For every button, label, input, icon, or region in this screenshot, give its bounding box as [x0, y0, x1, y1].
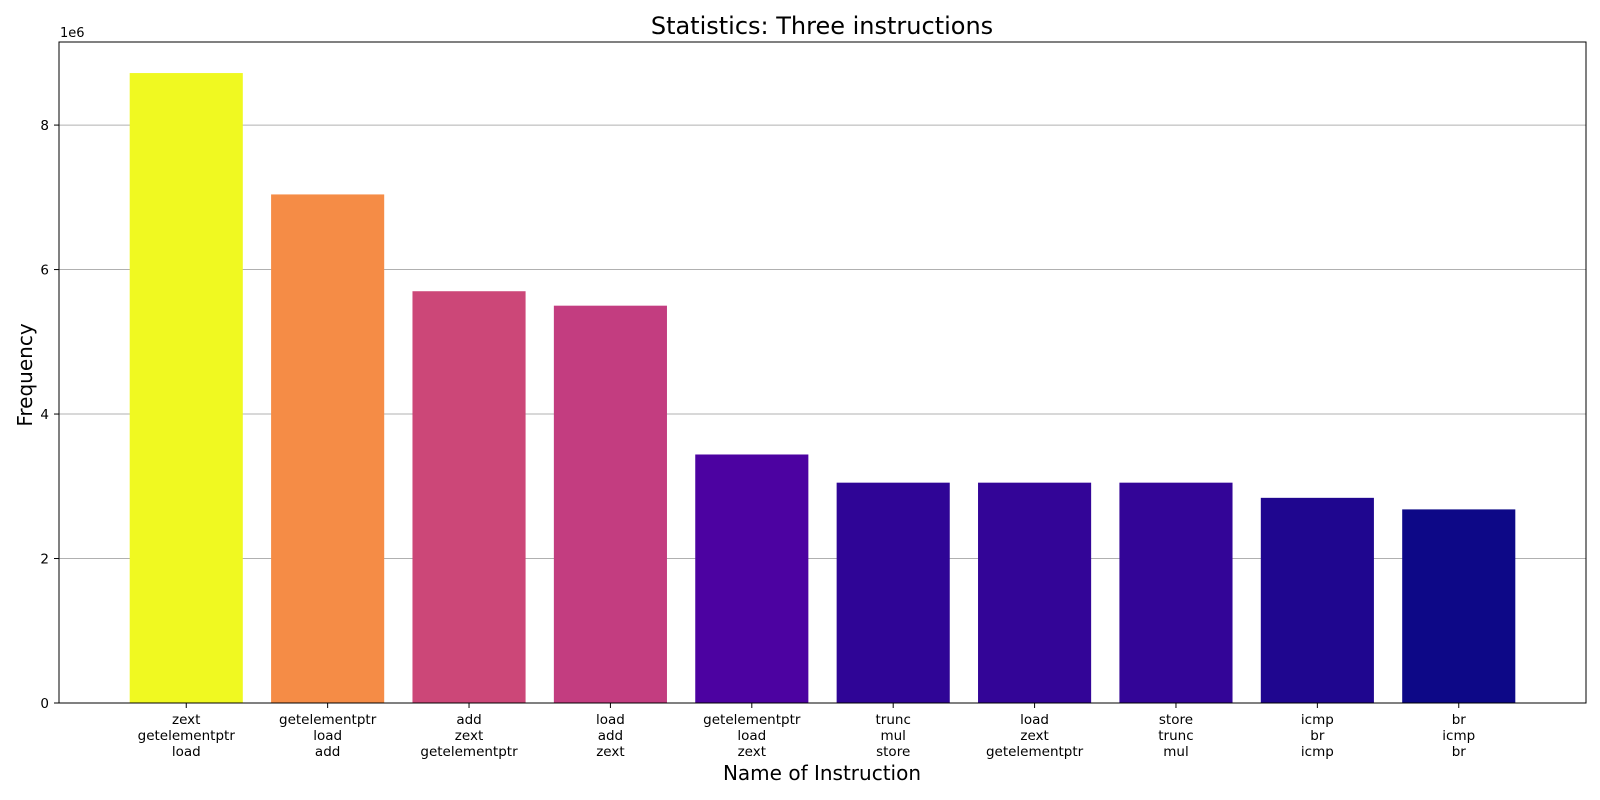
x-tick-label-line: add: [315, 744, 340, 760]
x-tick-label-line: zext: [455, 728, 483, 744]
x-tick-label-line: mul: [1163, 744, 1188, 760]
x-tick-label-line: getelementptr: [138, 728, 236, 744]
x-tick-label-line: getelementptr: [279, 712, 377, 728]
x-tick-label: load add zext: [596, 712, 625, 760]
bar: [695, 454, 809, 703]
x-tick-label-line: load: [596, 712, 625, 728]
x-tick-label-line: br: [1452, 712, 1467, 728]
y-tick-label: 4: [40, 407, 49, 423]
bar: [129, 73, 243, 704]
bar: [271, 194, 385, 704]
x-tick-label: br icmp br: [1442, 712, 1475, 760]
y-tick-label: 6: [40, 263, 49, 279]
x-tick-label: load zext getelementptr: [986, 712, 1084, 760]
x-tick-label-line: store: [1159, 712, 1193, 728]
x-tick-label-line: icmp: [1301, 712, 1334, 728]
bar: [1119, 482, 1233, 703]
bar: [553, 305, 667, 703]
x-tick-label-line: add: [598, 728, 623, 744]
x-tick-label-line: load: [737, 728, 766, 744]
x-tick-label-line: getelementptr: [420, 744, 518, 760]
y-tick-label: 2: [40, 552, 49, 568]
x-tick-label: zext getelementptr load: [138, 712, 236, 760]
bar: [978, 482, 1092, 703]
bar: [1260, 497, 1374, 703]
x-tick-label-line: icmp: [1442, 728, 1475, 744]
x-axis-label: Name of Instruction: [723, 761, 921, 785]
y-tick-label: 0: [40, 696, 49, 712]
x-tick-label-line: icmp: [1301, 744, 1334, 760]
x-tick-label: getelementptr load add: [279, 712, 377, 760]
x-tick-label-line: zext: [1020, 728, 1048, 744]
y-axis-label: Frequency: [13, 323, 37, 426]
x-tick-label-line: br: [1452, 744, 1467, 760]
x-tick-label-line: zext: [172, 712, 200, 728]
x-tick-label-line: br: [1310, 728, 1325, 744]
x-tick-label: icmp br icmp: [1301, 712, 1334, 760]
x-tick-label: trunc mul store: [875, 712, 910, 760]
bar: [836, 482, 950, 703]
plot-frame: [58, 41, 1587, 704]
chart-title: Statistics: Three instructions: [651, 12, 993, 40]
bar: [412, 291, 526, 703]
x-tick-label-line: load: [172, 744, 201, 760]
x-tick-label-line: store: [876, 744, 910, 760]
bars: [129, 73, 1516, 704]
x-tick-label-line: zext: [738, 744, 766, 760]
bar: [1402, 509, 1516, 703]
x-tick-label: store trunc mul: [1158, 712, 1193, 760]
x-tick-label-line: trunc: [875, 712, 910, 728]
x-tick-label-line: load: [313, 728, 342, 744]
x-tick-label-line: trunc: [1158, 728, 1193, 744]
x-tick-label-line: add: [456, 712, 481, 728]
x-tick-label-line: getelementptr: [986, 744, 1084, 760]
y-axis-ticks: 0 2 4 6 8: [40, 118, 59, 712]
x-tick-label-line: zext: [596, 744, 624, 760]
y-offset-label: 1e6: [60, 26, 85, 41]
x-tick-label: getelementptr load zext: [703, 712, 801, 760]
x-tick-label: add zext getelementptr: [420, 712, 518, 760]
x-tick-label-line: getelementptr: [703, 712, 801, 728]
x-tick-label-line: mul: [880, 728, 905, 744]
y-tick-label: 8: [40, 118, 49, 134]
x-tick-label-line: load: [1020, 712, 1049, 728]
